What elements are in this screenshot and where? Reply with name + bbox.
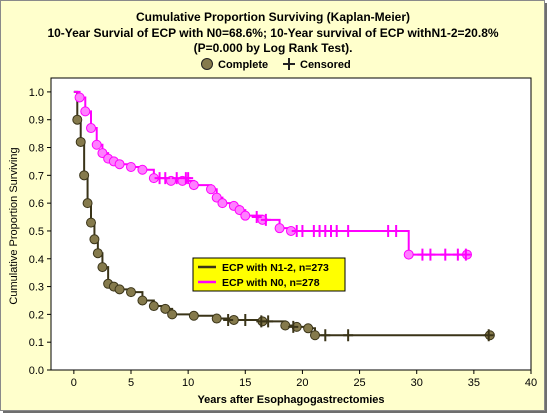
censored-mark-1-5 [251,211,262,224]
complete-legend-label: Complete [218,59,268,71]
event-point-1-24 [403,249,414,260]
series-0 [72,90,495,342]
series-layer [72,90,495,342]
censored-mark-1-18 [425,248,436,261]
complete-legend-marker [201,58,213,70]
event-point-1-9 [126,161,136,172]
censored-mark-1-1 [160,172,171,185]
censored-mark-0-6 [343,329,354,342]
event-point-0-7 [92,248,103,259]
y-tick-label-10: 1.0 [29,87,44,99]
censored-mark-1-14 [343,224,354,237]
event-point-1-3 [86,123,96,134]
y-tick-label-2: 0.2 [29,309,44,321]
censored-mark-1-6 [260,213,271,226]
event-point-1-2 [80,106,91,117]
censored-mark-1-13 [331,224,342,237]
y-tick-label-5: 0.5 [29,226,44,238]
event-point-0-15 [160,303,171,314]
event-point-1-10 [137,164,148,175]
plot-area [50,77,532,371]
x-tick-label-8: 40 [525,377,537,389]
event-point-0-3 [79,170,90,181]
censored-mark-1-21 [460,248,471,261]
event-point-0-4 [82,198,93,209]
y-tick-label-7: 0.7 [29,170,44,182]
y-tick-label-6: 0.6 [29,198,44,210]
event-point-1-1 [74,92,85,103]
event-point-1-22 [274,223,285,234]
inner-legend-box [192,257,346,292]
censored-legend-marker [283,58,295,70]
x-tick-label-2: 10 [182,377,194,389]
y-tick-label-9: 0.9 [29,115,44,127]
event-point-0-2 [75,136,86,147]
event-point-0-16 [167,309,178,320]
event-point-0-8 [97,262,108,273]
censored-mark-1-2 [171,172,182,185]
event-point-0-18 [211,313,222,324]
series-1 [73,90,472,261]
censored-legend-label: Censored [300,59,351,71]
event-point-0-23 [303,323,314,334]
y-tick-label-1: 0.1 [29,337,44,349]
event-point-0-1 [72,114,83,125]
y-tick-label-4: 0.4 [29,254,44,266]
censored-mark-1-16 [391,224,402,237]
y-tick-label-3: 0.3 [29,282,44,294]
x-tick-label-6: 30 [411,377,423,389]
event-point-0-6 [89,234,100,245]
event-point-0-17 [188,310,199,321]
event-point-0-11 [114,284,125,295]
event-point-0-21 [280,320,291,331]
x-tick-label-3: 15 [239,377,251,389]
x-tick-label-1: 5 [128,377,134,389]
censored-mark-0-7 [483,329,494,342]
censored-mark-0-4 [288,320,299,333]
censored-mark-0-1 [240,313,251,326]
legend-label-n0: ECP with N0, n=278 [222,277,320,289]
censored-mark-0-3 [263,315,274,328]
x-tick-label-0: 0 [71,377,77,389]
x-tick-label-5: 25 [353,377,365,389]
censored-mark-0-5 [320,329,331,342]
chart-title: Cumulative Proportion Surviving (Kaplan-… [136,10,410,24]
event-point-1-20 [240,210,251,221]
event-point-1-15 [206,184,216,195]
event-point-1-8 [114,159,125,170]
event-point-0-14 [148,301,159,312]
legend-label-n12: ECP with N1-2, n=273 [222,262,329,274]
censored-mark-0-0 [223,313,234,326]
axis-ticks: 0 5 10 15 20 25 30 35 40 0.0 0.1 0.2 0.3 0.4 0.5 0.6 0.7… [29,87,537,389]
event-point-0-5 [86,217,96,228]
x-axis-label: Years after Esophagogastrectomies [197,394,384,406]
y-tick-label-8: 0.8 [29,143,44,155]
event-point-1-4 [91,139,102,150]
event-point-0-12 [126,287,136,298]
event-point-1-17 [217,198,228,209]
y-axis-label: Cumulative Proportion Surviving [8,147,20,304]
censored-mark-1-8 [297,224,308,237]
censored-mark-1-4 [183,172,194,185]
inner-legend: ECP with N1-2, n=273 ECP with N0, n=278 [192,257,346,292]
event-point-1-14 [188,180,199,191]
event-point-0-13 [137,295,148,306]
y-tick-label-0: 0.0 [29,365,44,377]
chart-subtitle-line-1: 10-Year Survial of ECP with N0=68.6%; 10… [47,26,498,40]
event-point-0-24 [310,330,320,341]
x-tick-label-7: 35 [468,377,480,389]
x-tick-label-4: 20 [296,377,308,389]
chart-subtitle-line-2: (P=0.000 by Log Rank Test). [194,41,353,55]
censored-mark-1-19 [440,248,451,261]
